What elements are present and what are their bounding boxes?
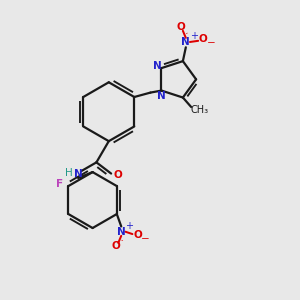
Text: O: O	[176, 22, 185, 32]
Text: N: N	[153, 61, 161, 71]
Text: +: +	[190, 31, 198, 40]
Text: N: N	[117, 227, 126, 237]
Text: N: N	[182, 37, 190, 47]
Text: −: −	[141, 234, 150, 244]
Text: N: N	[74, 169, 83, 179]
Text: F: F	[56, 179, 63, 189]
Text: N: N	[157, 91, 166, 101]
Text: −: −	[206, 38, 215, 48]
Text: CH₃: CH₃	[190, 105, 208, 115]
Text: O: O	[113, 170, 122, 180]
Text: O: O	[112, 242, 120, 251]
Text: +: +	[125, 221, 134, 231]
Text: H: H	[65, 168, 73, 178]
Text: O: O	[199, 34, 207, 44]
Text: O: O	[133, 230, 142, 240]
